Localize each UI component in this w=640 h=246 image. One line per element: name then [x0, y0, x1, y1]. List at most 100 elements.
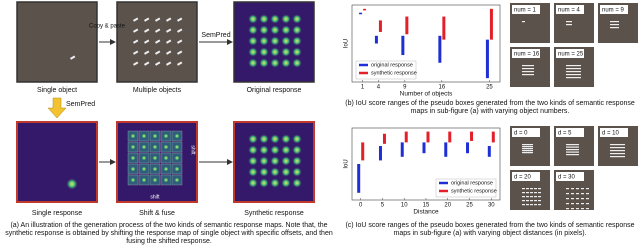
x-axis-label: Distance: [413, 209, 439, 216]
object: [525, 68, 528, 70]
thumbnail-label-bg: [512, 49, 540, 58]
thumbnail-label: num = 16: [514, 52, 540, 58]
response-blob: [163, 177, 169, 183]
range-bar: [404, 131, 408, 143]
object: [571, 146, 574, 148]
object: [571, 151, 574, 153]
object: [576, 188, 579, 190]
response-blob: [130, 133, 136, 139]
label: SemPred: [66, 101, 95, 108]
object: [522, 150, 525, 152]
response-blob: [141, 155, 147, 161]
object: [576, 146, 579, 148]
range-bar: [363, 8, 367, 11]
object: [526, 146, 529, 148]
object: [578, 68, 581, 70]
object: [578, 65, 581, 67]
object: [522, 196, 525, 198]
object: [619, 144, 622, 146]
legend-box: [435, 178, 497, 198]
object: [144, 17, 150, 22]
object: [522, 204, 525, 206]
object: [530, 200, 533, 202]
response-blob: [292, 156, 302, 166]
object: [569, 71, 572, 73]
object: [616, 156, 619, 158]
object: [616, 21, 619, 23]
object: [622, 147, 625, 149]
object: [619, 150, 622, 152]
range-bar: [448, 131, 452, 143]
range-bar: [491, 131, 495, 143]
range-bar: [426, 131, 430, 143]
object: [526, 188, 529, 190]
object: [571, 198, 574, 200]
object: [573, 146, 577, 148]
object: [586, 198, 589, 200]
response-blob: [270, 134, 280, 144]
object: [524, 150, 527, 152]
thumbnail-label-bg: [512, 5, 540, 14]
response-blob: [174, 166, 180, 172]
response-blob: [248, 14, 258, 24]
object: [613, 156, 616, 158]
response-blob: [259, 178, 269, 188]
object: [133, 17, 139, 22]
image-single-response: [16, 121, 98, 203]
x-tick-label: 25: [486, 85, 493, 91]
object: [610, 27, 613, 29]
object: [522, 188, 525, 190]
object: [530, 148, 533, 150]
object: [578, 71, 581, 73]
response-blob: [270, 156, 280, 166]
object: [522, 148, 525, 150]
object: [610, 150, 613, 152]
object: [571, 188, 574, 190]
object: [528, 74, 531, 76]
response-blob: [163, 155, 169, 161]
object: [132, 50, 139, 55]
object: [622, 150, 625, 152]
object: [613, 27, 616, 29]
thumbnail-label-bg: [556, 5, 584, 14]
legend-box: [355, 60, 417, 80]
object: [566, 188, 569, 190]
object: [132, 39, 139, 44]
x-tick-label: 5: [381, 203, 385, 209]
response-blob: [281, 134, 291, 144]
object: [610, 153, 613, 155]
response-blob: [281, 47, 291, 57]
object: [530, 196, 533, 198]
response-blob: [270, 47, 280, 57]
object: [538, 188, 541, 190]
object: [576, 154, 579, 156]
response-blob: [292, 25, 302, 35]
object: [534, 200, 537, 202]
label: Original response: [247, 87, 302, 94]
range-bar: [359, 12, 363, 15]
object: [144, 50, 150, 55]
object: [568, 154, 572, 156]
object: [619, 153, 622, 155]
thumbnail-label: d = 5: [558, 131, 572, 137]
response-blob: [292, 36, 302, 46]
object: [531, 65, 534, 67]
object: [530, 146, 533, 148]
object: [576, 203, 579, 205]
object: [571, 144, 574, 146]
object: [581, 208, 584, 210]
object: [132, 61, 139, 66]
thumbnail-label: d = 10: [602, 131, 620, 137]
response-blob: [281, 25, 291, 35]
range-bar: [361, 142, 365, 161]
object: [525, 65, 528, 67]
object: [530, 192, 533, 194]
object: [576, 208, 579, 210]
object: [575, 74, 578, 76]
object: [531, 71, 534, 73]
label: shift: [150, 194, 160, 200]
thumbnail-label-bg: [556, 128, 584, 137]
response-blob: [281, 36, 291, 46]
